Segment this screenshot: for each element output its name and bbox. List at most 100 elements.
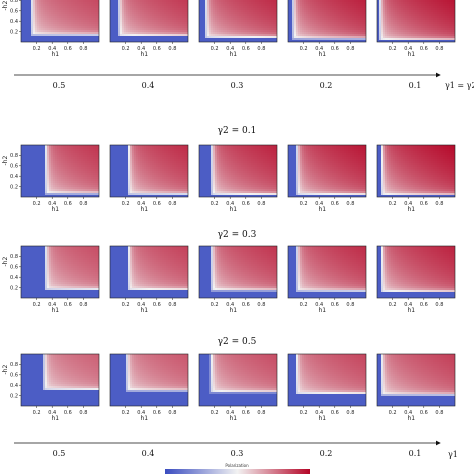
heatmap-cell <box>199 6 202 9</box>
heatmap-cell <box>304 40 307 42</box>
heatmap-cell <box>227 34 230 37</box>
heatmap-cell <box>251 36 254 39</box>
heatmap-cell <box>336 2 339 5</box>
heatmap-cell <box>310 30 313 33</box>
heatmap-cell <box>25 22 28 25</box>
heatmap-cell <box>379 4 382 7</box>
heatmap-cell <box>273 34 276 37</box>
heatmap-cell <box>257 32 260 35</box>
heatmap-cell <box>213 24 216 27</box>
heatmap-cell <box>31 40 34 42</box>
heatmap-cell <box>85 10 88 13</box>
heatmap-cell <box>118 6 121 9</box>
heatmap-cell <box>178 14 181 17</box>
heatmap-cell <box>73 20 76 23</box>
heatmap-cell <box>324 4 327 7</box>
heatmap-cell <box>213 6 216 9</box>
heatmap-cell <box>269 38 272 41</box>
heatmap-cell <box>306 6 309 9</box>
heatmap-cell <box>354 40 357 42</box>
heatmap-cell <box>429 16 432 19</box>
heatmap-cell <box>334 28 337 31</box>
heatmap-cell <box>83 18 86 21</box>
heatmap-cell <box>59 22 62 25</box>
heatmap-cell <box>89 20 92 23</box>
heatmap-cell <box>85 2 88 5</box>
heatmap-cell <box>296 4 299 7</box>
heatmap-cell <box>87 38 90 41</box>
heatmap-cell <box>267 38 270 41</box>
heatmap-cell <box>116 36 119 39</box>
heatmap-cell <box>265 30 268 33</box>
heatmap-cell <box>391 28 394 31</box>
heatmap-cell <box>73 2 76 5</box>
heatmap-cell <box>437 4 440 7</box>
heatmap-cell <box>227 22 230 25</box>
heatmap-cell <box>79 30 82 33</box>
heatmap-cell <box>261 26 264 29</box>
heatmap-cell <box>314 6 317 9</box>
heatmap-cell <box>227 40 230 42</box>
heatmap-cell <box>334 34 337 37</box>
heatmap-cell <box>61 16 64 19</box>
heatmap-cell <box>21 28 24 31</box>
heatmap-cell <box>316 0 319 3</box>
heatmap-cell <box>453 6 455 9</box>
heatmap-cell <box>178 8 181 11</box>
heatmap-cell <box>385 34 388 37</box>
heatmap-cell <box>354 30 357 33</box>
heatmap-cell <box>199 40 202 42</box>
y-tick-label: 0.6 <box>10 9 18 15</box>
heatmap-cell <box>342 10 345 13</box>
heatmap-cell <box>221 2 224 5</box>
heatmap-cell <box>114 22 117 25</box>
heatmap-cell <box>334 18 337 21</box>
heatmap-cell <box>253 0 256 3</box>
heatmap-cell <box>397 30 400 33</box>
heatmap-cell <box>134 28 137 31</box>
heatmap-cell <box>354 8 357 11</box>
heatmap-cell <box>132 8 135 11</box>
heatmap-cell <box>146 30 149 33</box>
heatmap-cell <box>389 4 392 7</box>
heatmap-cell <box>75 30 78 33</box>
heatmap-cell <box>435 14 438 17</box>
heatmap-cell <box>95 16 98 19</box>
heatmap-cell <box>332 20 335 23</box>
heatmap-cell <box>91 0 94 3</box>
heatmap-cell <box>435 6 438 9</box>
heatmap-cell <box>417 32 420 35</box>
heatmap-cell <box>235 18 238 21</box>
heatmap-cell <box>49 38 52 41</box>
heatmap-cell <box>451 12 454 15</box>
heatmap-cell <box>130 24 133 27</box>
heatmap-cell <box>294 12 297 15</box>
heatmap-cell <box>227 18 230 21</box>
heatmap-cell <box>152 30 155 33</box>
heatmap-cell <box>360 24 363 27</box>
heatmap-cell <box>79 10 82 13</box>
heatmap-cell <box>35 40 38 42</box>
heatmap-cell <box>227 12 230 15</box>
heatmap-cell <box>199 18 202 21</box>
heatmap-cell <box>33 32 36 35</box>
heatmap-cell <box>237 36 240 39</box>
heatmap-cell <box>411 8 414 11</box>
heatmap-cell <box>233 34 236 37</box>
heatmap-cell <box>57 2 60 5</box>
heatmap-cell <box>122 8 125 11</box>
heatmap-cell <box>31 18 34 21</box>
heatmap-cell <box>25 6 28 9</box>
heatmap-cell <box>453 22 455 25</box>
heatmap-cell <box>364 12 366 15</box>
heatmap-cell <box>130 30 133 33</box>
heatmap-cell <box>180 20 183 23</box>
heatmap-cell <box>437 18 440 21</box>
heatmap-cell <box>150 32 153 35</box>
heatmap-cell <box>415 34 418 37</box>
heatmap-cell <box>83 36 86 39</box>
heatmap-cell <box>387 22 390 25</box>
heatmap-cell <box>338 28 341 31</box>
heatmap-cell <box>324 32 327 35</box>
heatmap-cell <box>172 2 175 5</box>
